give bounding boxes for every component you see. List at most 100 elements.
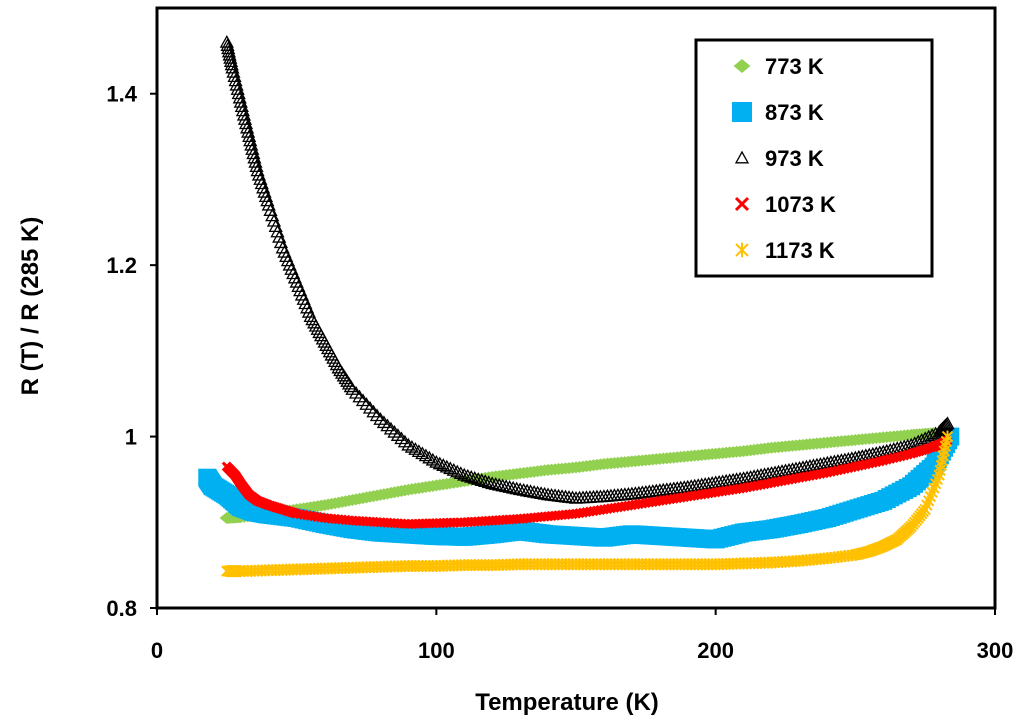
data-point [272, 229, 287, 243]
legend-box [694, 38, 934, 278]
x-tick-label: 100 [418, 638, 455, 663]
legend: 773 K 873 K 973 K 1073 K 1173 K [694, 38, 934, 278]
data-point [268, 219, 283, 233]
y-axis-title: R (T) / R (285 K) [17, 217, 44, 396]
data-point [263, 203, 278, 216]
data-point [918, 431, 933, 445]
data-point [251, 167, 267, 181]
data-point [457, 467, 472, 481]
legend-marker-1173-k [735, 242, 749, 258]
x-tick-label: 200 [697, 638, 734, 663]
data-point [485, 476, 500, 490]
data-point [509, 481, 524, 495]
series-1173-k [221, 430, 954, 578]
data-point [223, 54, 239, 68]
y-tick-label: 1.4 [106, 82, 137, 107]
data-point [432, 456, 447, 470]
data-point [242, 129, 257, 143]
legend-label-973: 973 K [765, 146, 824, 171]
data-point [474, 473, 489, 486]
data-point [439, 459, 454, 473]
plot-area-frame [155, 6, 997, 610]
data-point [506, 480, 521, 494]
data-point [238, 116, 254, 130]
data-point [273, 235, 289, 249]
data-point [481, 475, 496, 489]
y-tick-label: 0.8 [106, 596, 137, 621]
data-point [221, 41, 236, 55]
data-point [249, 159, 264, 173]
data-point [443, 461, 458, 475]
data-point [488, 477, 503, 490]
legend-label-1073: 1073 K [765, 192, 836, 217]
data-point [460, 468, 475, 482]
data-point [236, 107, 252, 121]
data-point [241, 124, 256, 138]
legend-label-773: 773 K [765, 54, 824, 79]
legend-marker-873-k [732, 102, 752, 122]
data-point [450, 464, 465, 478]
data-point [265, 208, 280, 222]
data-point [232, 90, 247, 104]
data-point [227, 69, 242, 83]
data-point [221, 44, 237, 58]
data-point [219, 34, 234, 48]
data-point [239, 120, 255, 134]
data-point [229, 77, 244, 91]
data-point [258, 189, 274, 203]
legend-marker-1073-k [734, 196, 750, 212]
axis-ticks: 0 100 200 300 0.8 1 1.2 1.4 [106, 82, 1013, 663]
data-point [244, 137, 259, 151]
data-point [247, 150, 262, 164]
data-point [941, 430, 954, 443]
data-point [235, 103, 250, 117]
data-point [254, 176, 269, 190]
data-point [436, 458, 451, 471]
data-point [502, 480, 517, 493]
data-point [234, 99, 249, 113]
data-point [408, 442, 423, 455]
data-point [231, 86, 246, 100]
data-point [220, 38, 235, 51]
data-point [243, 133, 258, 147]
data-point [425, 452, 440, 466]
data-point [411, 444, 426, 458]
data-point [404, 439, 419, 453]
data-point [256, 180, 271, 194]
data-point [248, 154, 263, 168]
series-1073-k [221, 435, 953, 530]
data-point [222, 47, 237, 61]
data-point [921, 429, 936, 443]
data-point [478, 474, 493, 488]
series-973-k [219, 34, 955, 504]
data-series-layer [198, 34, 960, 578]
data-point [237, 112, 253, 125]
data-point [253, 172, 268, 185]
data-point [464, 469, 479, 483]
data-point [230, 82, 245, 95]
legend-label-1173: 1173 K [765, 238, 835, 263]
y-tick-label: 1.2 [106, 253, 137, 278]
x-axis-title: Temperature (K) [475, 689, 659, 716]
data-point [261, 197, 276, 211]
data-point [446, 462, 461, 476]
data-point [453, 466, 468, 479]
data-point [422, 450, 437, 464]
data-point [499, 479, 514, 493]
legend-marker-773-k [733, 59, 751, 73]
data-point [223, 51, 238, 64]
data-point [228, 73, 243, 87]
legend-label-873: 873 K [765, 100, 824, 125]
data-point [270, 224, 285, 238]
data-point [246, 146, 261, 160]
legend-markers [732, 59, 752, 258]
data-point [467, 471, 482, 484]
data-point [250, 163, 265, 177]
data-point [429, 454, 444, 468]
data-point [492, 477, 507, 491]
data-point [257, 184, 272, 198]
data-point [245, 142, 260, 155]
data-point [415, 446, 430, 460]
data-point [401, 437, 416, 451]
